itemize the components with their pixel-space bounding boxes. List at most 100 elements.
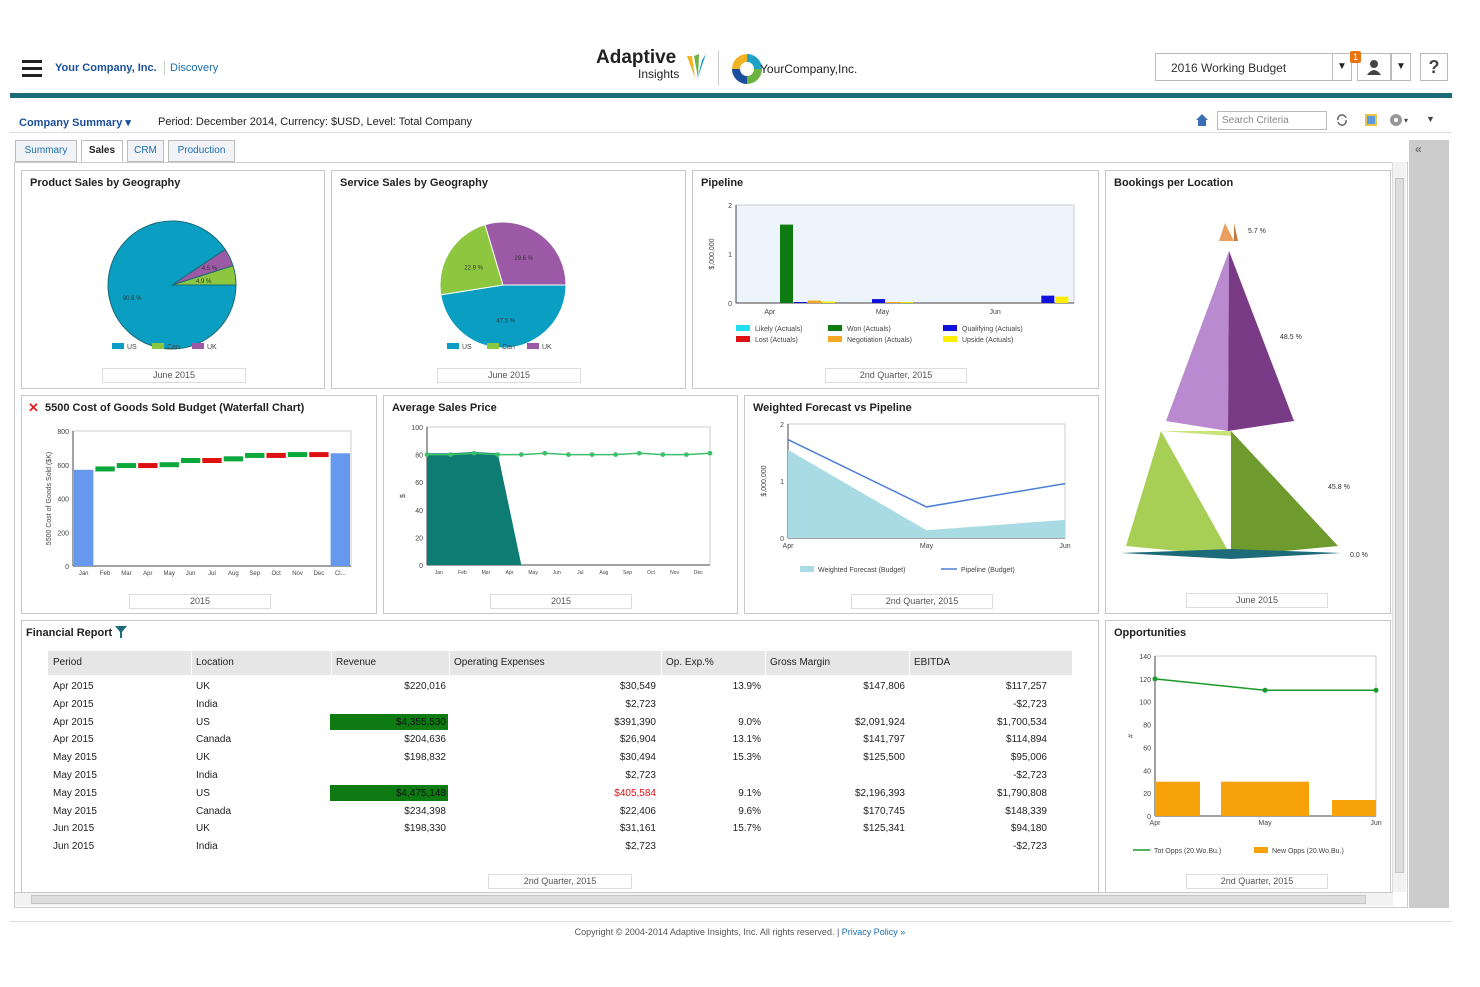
panel-footer[interactable]: June 2015 (102, 368, 246, 383)
bookings-pyramid[interactable]: 5.7 % 48.5 % 45.8 % 0.0 % (1106, 171, 1392, 615)
tab-production[interactable]: Production (168, 140, 235, 162)
pipeline-chart[interactable]: 0 1 2 $,000,000 Apr May Jun Likely (Actuals) Won… (693, 171, 1100, 390)
chevron-down-icon[interactable]: ▼ (1391, 53, 1411, 81)
slice-label: 0.0 % (1350, 552, 1368, 559)
column-header[interactable]: Location (196, 657, 234, 668)
legend-label: Likely (Actuals) (755, 326, 802, 333)
table-cell: $405,584 (614, 787, 656, 799)
table-row[interactable]: May 2015 India $2,723 -$2,723 (48, 767, 1058, 785)
x-tick-label: Mar (482, 570, 491, 576)
column-header[interactable]: Op. Exp.% (666, 657, 714, 668)
table-row[interactable]: May 2015 UK $198,832 $30,494 15.3% $125,500 $9… (48, 749, 1058, 767)
panel-footer[interactable]: 2nd Quarter, 2015 (825, 368, 967, 383)
column-header[interactable]: EBITDA (914, 657, 951, 668)
table-row[interactable]: Apr 2015 Canada $204,636 $26,904 13.1% $141,7… (48, 731, 1058, 749)
line (787, 438, 1066, 508)
waterfall-chart[interactable]: 0 200 400 600 800 5500 Cost of Goods Sold ($K… (22, 396, 378, 615)
column-header[interactable]: Operating Expenses (454, 657, 545, 668)
table-cell: $234,398 (404, 805, 446, 817)
avg-price-chart[interactable]: 0 20 40 60 80 100 $ Jan Feb Mar Apr May Jun Jul Aug Sep… (384, 396, 739, 615)
column-header[interactable]: Revenue (336, 657, 377, 668)
slice-label: 90.6 % (123, 296, 142, 302)
point (660, 452, 666, 457)
point (1152, 676, 1158, 682)
table-cell: $125,341 (863, 823, 905, 835)
slice-label: 22.9 % (464, 266, 483, 272)
yourcompany-text: YourCompany,Inc. (760, 62, 858, 76)
collapse-sidebar[interactable]: « (1409, 140, 1449, 908)
y-tick-label: 1 (728, 252, 732, 259)
product-sales-pie[interactable]: 4.9 % 4.5 % 90.6 % US Can UK (22, 191, 326, 361)
panel-footer[interactable]: June 2015 (437, 368, 581, 383)
weighted-chart[interactable]: 0 1 2 $,000,000 Apr May Jun Weighted Forecast (… (745, 396, 1100, 615)
tab-sales[interactable]: Sales (81, 140, 123, 162)
y-tick-label: 600 (57, 463, 69, 470)
company-summary-dropdown[interactable]: Company Summary ▾ (19, 117, 131, 129)
slice-label: 45.8 % (1328, 484, 1350, 491)
chevron-down-icon[interactable]: ▼ (1426, 114, 1435, 124)
menu-icon[interactable] (22, 60, 42, 77)
x-tick-label: Aug (599, 570, 608, 576)
table-row[interactable]: Apr 2015 US $4,355,530 $391,390 9.0% $2,091,9… (48, 713, 1058, 732)
table-row[interactable]: Apr 2015 UK $220,016 $30,549 13.9% $147,806 $1… (48, 678, 1058, 696)
filter-icon[interactable] (114, 625, 128, 639)
point (684, 452, 689, 457)
notification-badge[interactable]: 1 (1350, 51, 1361, 63)
budget-select[interactable]: 2016 Working Budget (1155, 53, 1333, 81)
panel-footer[interactable]: 2nd Quarter, 2015 (1186, 874, 1328, 889)
vertical-scrollbar[interactable] (1392, 162, 1406, 892)
area (788, 449, 1065, 538)
service-sales-pie[interactable]: 47.5 % 22.9 % 29.6 % US Can UK (332, 191, 687, 361)
panel-footer[interactable]: June 2015 (1186, 593, 1328, 608)
company-name[interactable]: Your Company, Inc. (55, 62, 157, 74)
help-button[interactable]: ? (1420, 53, 1448, 81)
column-header[interactable]: Period (53, 657, 82, 668)
divider (10, 921, 1452, 922)
y-tick-label: 2 (728, 203, 732, 210)
divider (661, 651, 662, 675)
gear-icon[interactable]: ▾ (1388, 112, 1412, 128)
table-row[interactable]: Jun 2015 UK $198,330 $31,161 15.7% $125,341 $9… (48, 820, 1058, 838)
tab-summary[interactable]: Summary (15, 140, 77, 162)
panel-title: Service Sales by Geography (340, 177, 488, 189)
panel-footer[interactable]: 2015 (129, 594, 271, 609)
table-row[interactable]: May 2015 Canada $234,398 $22,406 9.6% $170,74… (48, 803, 1058, 821)
table-cell: $204,636 (404, 734, 446, 746)
chevron-down-icon[interactable]: ▼ (1332, 53, 1352, 81)
x-tick-label: Jun (186, 571, 196, 577)
point (424, 452, 430, 457)
table-row[interactable]: Jun 2015 India $2,723 -$2,723 (48, 838, 1058, 856)
table-row[interactable]: Apr 2015 India $2,723 -$2,723 (48, 696, 1058, 714)
opportunities-chart[interactable]: 0 20 40 60 80 100 120 140 # Apr May Jun Tot Opps (20… (1106, 621, 1392, 894)
close-icon[interactable]: ✕ (28, 400, 39, 415)
x-tick-label: May (920, 543, 934, 550)
point (707, 450, 713, 456)
table-cell: May 2015 (53, 787, 97, 799)
panel-footer[interactable]: 2015 (490, 594, 632, 609)
horizontal-scrollbar[interactable] (15, 892, 1393, 906)
tab-crm[interactable]: CRM (127, 140, 164, 162)
privacy-link[interactable]: Privacy Policy » (841, 927, 906, 937)
module-link[interactable]: Discovery (170, 62, 219, 74)
user-icon[interactable] (1357, 53, 1391, 81)
search-input[interactable]: Search Criteria (1217, 111, 1327, 130)
bar (116, 463, 137, 469)
y-axis-label: $ (400, 494, 407, 498)
table-row[interactable]: May 2015 US $4,475,148 $405,584 9.1% $2,196,3… (48, 784, 1058, 803)
table-cell: India (196, 770, 218, 781)
y-tick-label: 0 (1147, 814, 1151, 821)
table-cell: $148,339 (1005, 805, 1047, 817)
x-tick-label: May (164, 571, 175, 577)
panel-footer[interactable]: 2nd Quarter, 2015 (488, 874, 632, 889)
x-tick-label: Aug (228, 571, 239, 577)
refresh-icon[interactable] (1335, 113, 1349, 127)
panel-footer[interactable]: 2nd Quarter, 2015 (851, 594, 993, 609)
y-tick-label: 40 (415, 508, 423, 515)
column-header[interactable]: Gross Margin (770, 657, 831, 668)
x-tick-label: Apr (783, 543, 795, 550)
export-icon[interactable] (1364, 113, 1378, 127)
home-icon[interactable] (1195, 113, 1209, 127)
x-tick-label: Feb (100, 571, 111, 577)
table-cell: $1,700,534 (996, 716, 1047, 728)
table-cell: 9.1% (738, 787, 761, 799)
